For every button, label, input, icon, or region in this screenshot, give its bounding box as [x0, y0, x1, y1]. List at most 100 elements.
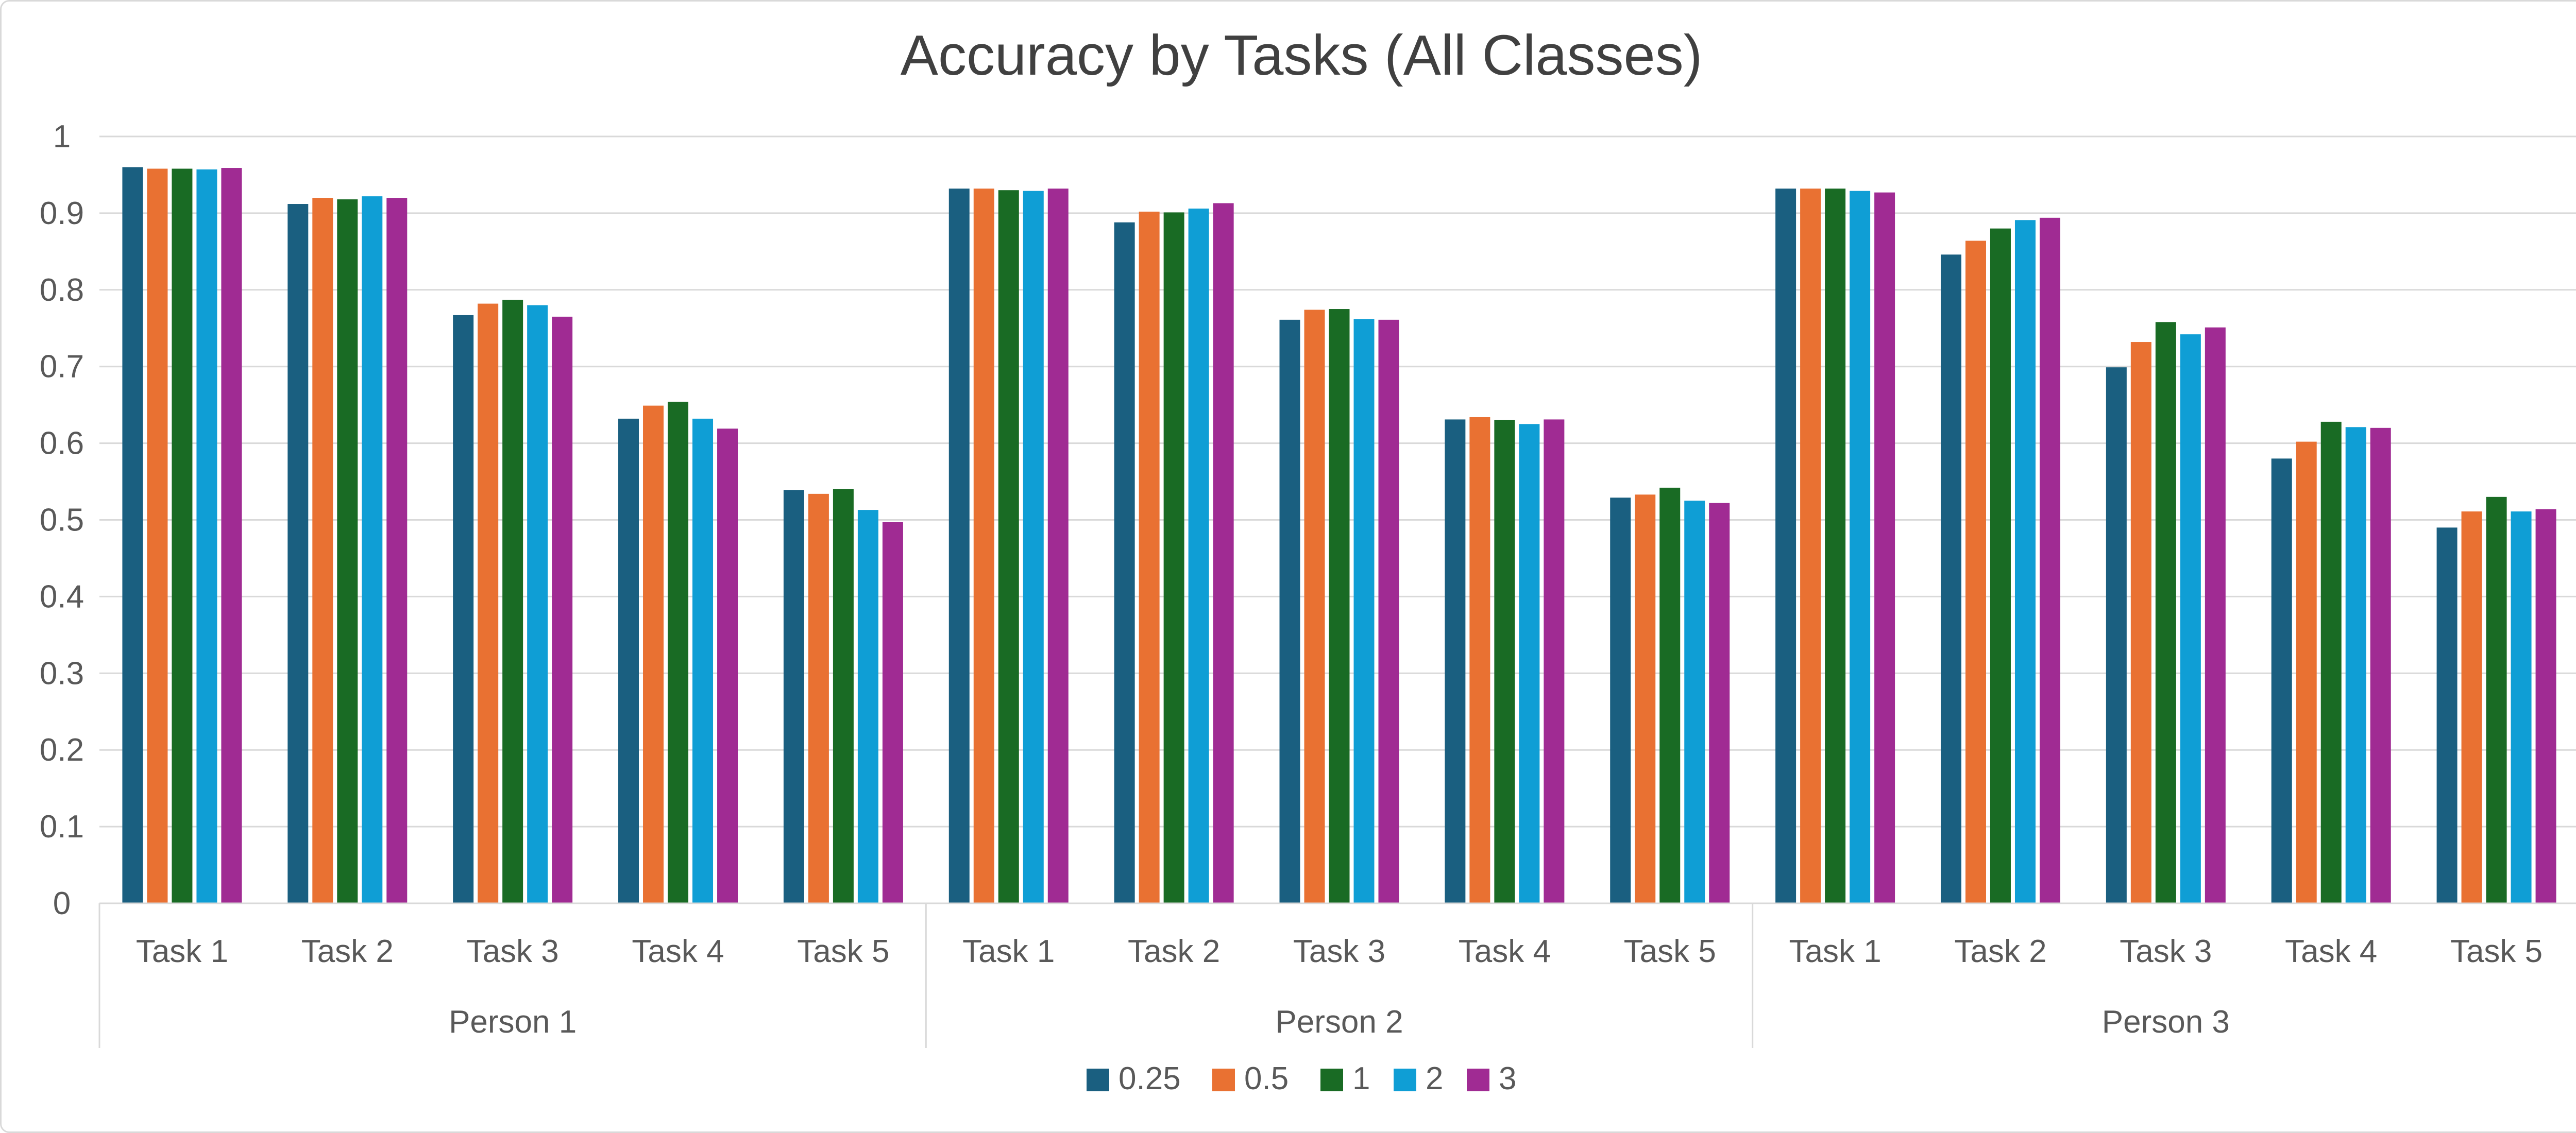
- bar-series-3: [552, 316, 573, 903]
- legend-swatch: [1320, 1069, 1343, 1091]
- x-tick-label: Task 2: [1128, 934, 1220, 969]
- bar-series-0_5: [643, 405, 664, 903]
- legend-label: 0.25: [1118, 1061, 1181, 1096]
- x-tick-label: Task 5: [1624, 934, 1716, 969]
- bar-series-0_25: [453, 315, 474, 903]
- bar-series-2: [362, 196, 383, 904]
- bar-series-1: [2320, 421, 2342, 903]
- bar-series-0_5: [1469, 417, 1490, 903]
- bar-series-0_25: [287, 204, 309, 904]
- bar-series-2: [857, 510, 878, 903]
- x-tick-label: Task 3: [1293, 934, 1385, 969]
- legend-swatch: [1212, 1069, 1235, 1091]
- x-tick-label: Task 2: [1954, 934, 2046, 969]
- y-tick-label: 0.2: [40, 732, 84, 768]
- bar-series-2: [1023, 191, 1044, 903]
- bar-series-0_25: [1940, 254, 1961, 903]
- bar-series-3: [2370, 427, 2391, 903]
- x-tick-label: Task 3: [2120, 934, 2212, 969]
- bar-series-3: [2039, 217, 2060, 904]
- legend-label: 1: [1352, 1061, 1370, 1096]
- bar-series-3: [1047, 188, 1069, 904]
- bar-series-2: [1850, 191, 1871, 903]
- bar-series-2: [527, 305, 548, 903]
- bar-series-1: [2155, 322, 2176, 903]
- x-axis-ticks: Task 1 Task 2 Task 3 Task 4 Task 5 Task 1 Task…: [136, 934, 2543, 969]
- bar-series-0_25: [1775, 188, 1797, 904]
- bar-series-1: [998, 190, 1019, 904]
- legend-label: 2: [1426, 1061, 1443, 1096]
- bar-series-0_5: [2296, 441, 2317, 903]
- y-axis-ticks: 0 0.1 0.2 0.3 0.4 0.5 0.6 0.7 0.8 0.9 1: [40, 119, 84, 921]
- x-axis: [98, 902, 2576, 1048]
- bar-series-0_25: [1610, 497, 1631, 903]
- x-tick-label: Task 4: [2285, 934, 2377, 969]
- y-tick-label: 0.1: [40, 809, 84, 845]
- bar-series-1: [2486, 496, 2507, 903]
- x-tick-label: Task 4: [632, 934, 724, 969]
- bar-series-2: [1188, 208, 1209, 903]
- x-axis-groups: Person 1 Person 2 Person 3: [449, 1004, 2230, 1040]
- bar-series-3: [386, 198, 408, 903]
- y-tick-label: 0: [53, 886, 71, 921]
- y-tick-label: 0.4: [40, 579, 84, 614]
- bar-series-3: [1378, 319, 1399, 903]
- bar-series-0_5: [1800, 188, 1821, 904]
- bar-series-2: [692, 418, 714, 903]
- y-tick-label: 0.8: [40, 272, 84, 308]
- bar-series-3: [2205, 327, 2226, 903]
- bar-series-0_25: [783, 490, 804, 903]
- group-label: Person 2: [1275, 1004, 1403, 1040]
- group-label: Person 1: [449, 1004, 577, 1040]
- x-tick-label: Task 2: [301, 934, 394, 969]
- bar-series-3: [1213, 203, 1234, 904]
- bar-series-3: [1709, 503, 1730, 903]
- bar-series-1: [1825, 188, 1846, 904]
- legend-swatch: [1467, 1069, 1489, 1091]
- bar-series-0_25: [948, 188, 970, 904]
- x-tick-label: Task 1: [1789, 934, 1881, 969]
- x-tick-label: Task 3: [467, 934, 559, 969]
- bar-series-0_5: [147, 168, 168, 904]
- x-tick-label: Task 5: [2450, 934, 2543, 969]
- bar-series-3: [1874, 192, 1895, 903]
- bar-series-3: [882, 522, 903, 903]
- x-tick-label: Task 1: [962, 934, 1055, 969]
- bar-series-0_5: [1139, 211, 1160, 903]
- bar-series-0_5: [2130, 342, 2151, 903]
- bar-series-1: [1659, 487, 1681, 903]
- bar-series-1: [833, 489, 854, 903]
- bar-series-0_25: [1114, 222, 1135, 903]
- bar-series-1: [1494, 420, 1515, 903]
- bar-series-0_25: [2106, 367, 2127, 904]
- bar-series-1: [1163, 212, 1184, 903]
- legend-swatch: [1087, 1069, 1109, 1091]
- bar-series-1: [502, 300, 523, 903]
- bar-series-0_5: [973, 188, 994, 904]
- bar-series-0_25: [2271, 458, 2292, 903]
- y-tick-label: 0.5: [40, 503, 84, 538]
- legend-swatch: [1394, 1069, 1416, 1091]
- y-tick-label: 0.3: [40, 656, 84, 691]
- bar-series-3: [221, 168, 242, 903]
- y-tick-label: 0.9: [40, 196, 84, 231]
- bar-series-2: [2180, 334, 2201, 903]
- bar-series-2: [1353, 319, 1375, 903]
- legend-label: 3: [1499, 1061, 1516, 1096]
- bar-series-0_5: [312, 198, 333, 903]
- bar-series-0_5: [1635, 494, 1656, 903]
- y-tick-label: 1: [53, 119, 71, 154]
- bar-series-0_25: [2436, 527, 2458, 903]
- bar-series-1: [668, 402, 689, 903]
- bar-series-3: [2535, 509, 2556, 903]
- bar-series-2: [2014, 220, 2036, 903]
- bar-series-1: [172, 168, 193, 904]
- bar-series-2: [2511, 511, 2532, 903]
- x-tick-label: Task 4: [1459, 934, 1551, 969]
- bar-series-0_5: [2461, 511, 2482, 903]
- bar-series-2: [196, 169, 217, 904]
- x-tick-label: Task 1: [136, 934, 228, 969]
- bar-series-2: [1684, 501, 1705, 903]
- bar-series-0_25: [1279, 319, 1300, 903]
